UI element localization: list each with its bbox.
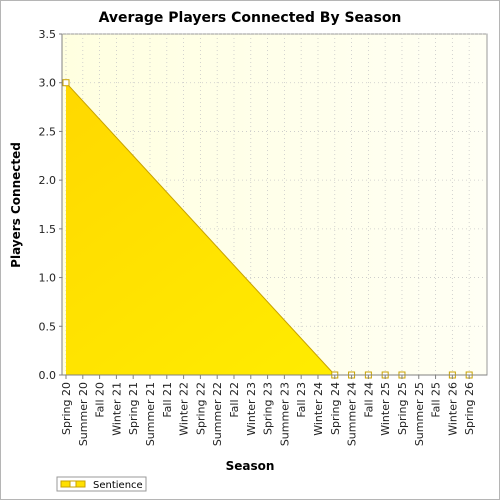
y-tick-label: 2.0: [39, 174, 57, 187]
y-tick-label: 1.0: [39, 272, 57, 285]
x-tick-label: Fall 20: [94, 382, 107, 418]
series-area: [66, 82, 470, 375]
y-tick-label: 1.5: [39, 223, 57, 236]
x-tick-label: Summer 21: [144, 382, 157, 446]
x-tick-label: Fall 22: [228, 382, 241, 418]
data-point: [62, 79, 70, 87]
legend-label: Sentience: [93, 480, 143, 491]
y-tick-label: 3.5: [39, 28, 57, 41]
chart-title: Average Players Connected By Season: [99, 10, 402, 26]
y-tick-label: 3.0: [39, 77, 57, 90]
y-tick-label: 2.5: [39, 125, 57, 138]
x-tick-label: Summer 24: [346, 382, 359, 446]
x-tick-label: Summer 22: [211, 382, 224, 446]
x-tick-label: Winter 25: [379, 382, 392, 436]
x-axis: Spring 20 Summer 20 Fall 20 Winter 21 Spring…: [60, 374, 487, 446]
y-axis: 0.0 0.5 1.0 1.5 2.0 2.5 3.0 3.5: [39, 28, 63, 382]
x-tick-label: Winter 26: [446, 382, 459, 436]
x-tick-label: Fall 23: [295, 382, 308, 418]
x-tick-label: Spring 24: [329, 382, 342, 435]
x-tick-label: Spring 20: [60, 382, 73, 435]
x-tick-label: Spring 25: [396, 382, 409, 435]
x-tick-label: Fall 25: [430, 382, 443, 418]
x-tick-label: Spring 26: [463, 382, 476, 435]
x-tick-label: Fall 21: [161, 382, 174, 418]
x-tick-label: Summer 20: [77, 382, 90, 446]
x-tick-label: Winter 21: [110, 382, 123, 436]
y-axis-label: Players Connected: [9, 142, 23, 268]
x-tick-label: Spring 21: [127, 382, 140, 435]
x-tick-label: Winter 23: [245, 382, 258, 436]
x-tick-label: Summer 25: [413, 382, 426, 446]
x-tick-label: Spring 23: [262, 382, 275, 435]
x-tick-label: Summer 23: [278, 382, 291, 446]
x-tick-label: Spring 22: [194, 382, 207, 435]
x-tick-label: Fall 24: [362, 382, 375, 418]
x-tick-label: Winter 22: [178, 382, 191, 436]
y-tick-label: 0.0: [39, 369, 57, 382]
legend-marker: [69, 480, 77, 488]
y-tick-label: 0.5: [39, 320, 57, 333]
legend: Sentience: [56, 476, 147, 492]
x-tick-label: Winter 24: [312, 382, 325, 436]
x-axis-label: Season: [226, 459, 275, 473]
